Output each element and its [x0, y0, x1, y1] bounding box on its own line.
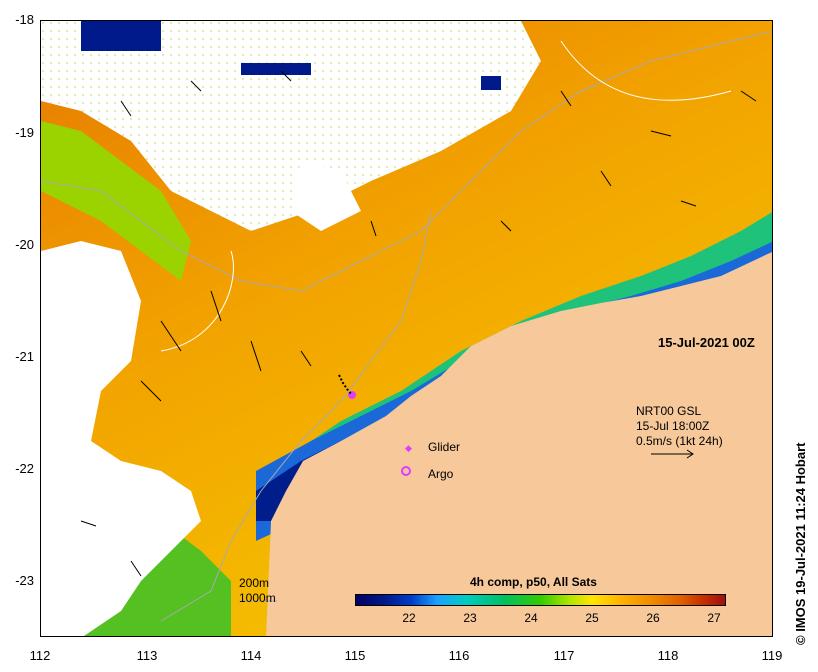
lon-tick: 115 [344, 648, 366, 663]
colorbar-tick: 24 [524, 611, 538, 625]
land [266, 251, 772, 636]
cloud-mask-small [291, 161, 361, 231]
depth-label-200m: 200m [239, 576, 270, 590]
lon-tick: 114 [240, 648, 262, 663]
current-arrows [80, 70, 757, 577]
colorbar-tick: 27 [707, 611, 721, 625]
colorbar-tick: 26 [646, 611, 660, 625]
colorbar-tick: 23 [463, 611, 477, 625]
lon-tick: 113 [136, 648, 158, 663]
lon-tick: 119 [761, 648, 783, 663]
isobath-1000m [160, 210, 432, 622]
colorbar-tick: 22 [402, 611, 416, 625]
argo-legend-icon [401, 466, 411, 476]
isobath-200m [41, 30, 772, 292]
cold-blob-1 [81, 21, 161, 51]
cold-blob-2 [241, 63, 311, 75]
nrt-line-2: 15-Jul 18:00Z [636, 419, 710, 433]
shelf-green-2 [41, 121, 191, 281]
credit-label: © IMOS 19-Jul-2021 11:24 Hobart [793, 442, 808, 646]
nrt-line-3: 0.5m/s (1kt 24h) [636, 434, 723, 448]
lon-tick: 116 [448, 648, 470, 663]
lat-tick: -19 [15, 125, 34, 140]
eddy-contour-2 [160, 250, 234, 352]
lon-tick: 117 [553, 648, 575, 663]
cloud-mask-west [41, 241, 201, 636]
glider-legend-icon: ◆ [405, 443, 412, 453]
colorbar-title: 4h comp, p50, All Sats [470, 575, 597, 589]
scale-arrow-head [686, 449, 694, 459]
cold-blob-3 [481, 76, 501, 90]
depth-label-1000m: 1000m [239, 591, 276, 605]
nrt-line-1: NRT00 GSL [636, 404, 702, 418]
date-label: 15-Jul-2021 00Z [658, 335, 755, 350]
sst-map[interactable] [40, 20, 773, 637]
colorbar-tick: 25 [585, 611, 599, 625]
cloud-mask-north [41, 21, 541, 231]
lat-tick: -22 [15, 461, 34, 476]
sst-colorbar [355, 594, 726, 606]
lon-tick: 118 [657, 648, 679, 663]
lat-tick: -23 [15, 573, 34, 588]
glider-legend-label: Glider [428, 440, 461, 454]
argo-legend-label: Argo [428, 467, 454, 481]
lat-tick: -20 [15, 237, 34, 252]
glider-track [338, 374, 353, 396]
eddy-contour [560, 40, 732, 101]
current-scale-info: NRT00 GSL 15-Jul 18:00Z 0.5m/s (1kt 24h) [636, 404, 723, 449]
lon-tick: 112 [29, 648, 51, 663]
lat-tick: -18 [15, 12, 34, 27]
sst-field [41, 21, 772, 636]
lat-tick: -21 [15, 349, 34, 364]
